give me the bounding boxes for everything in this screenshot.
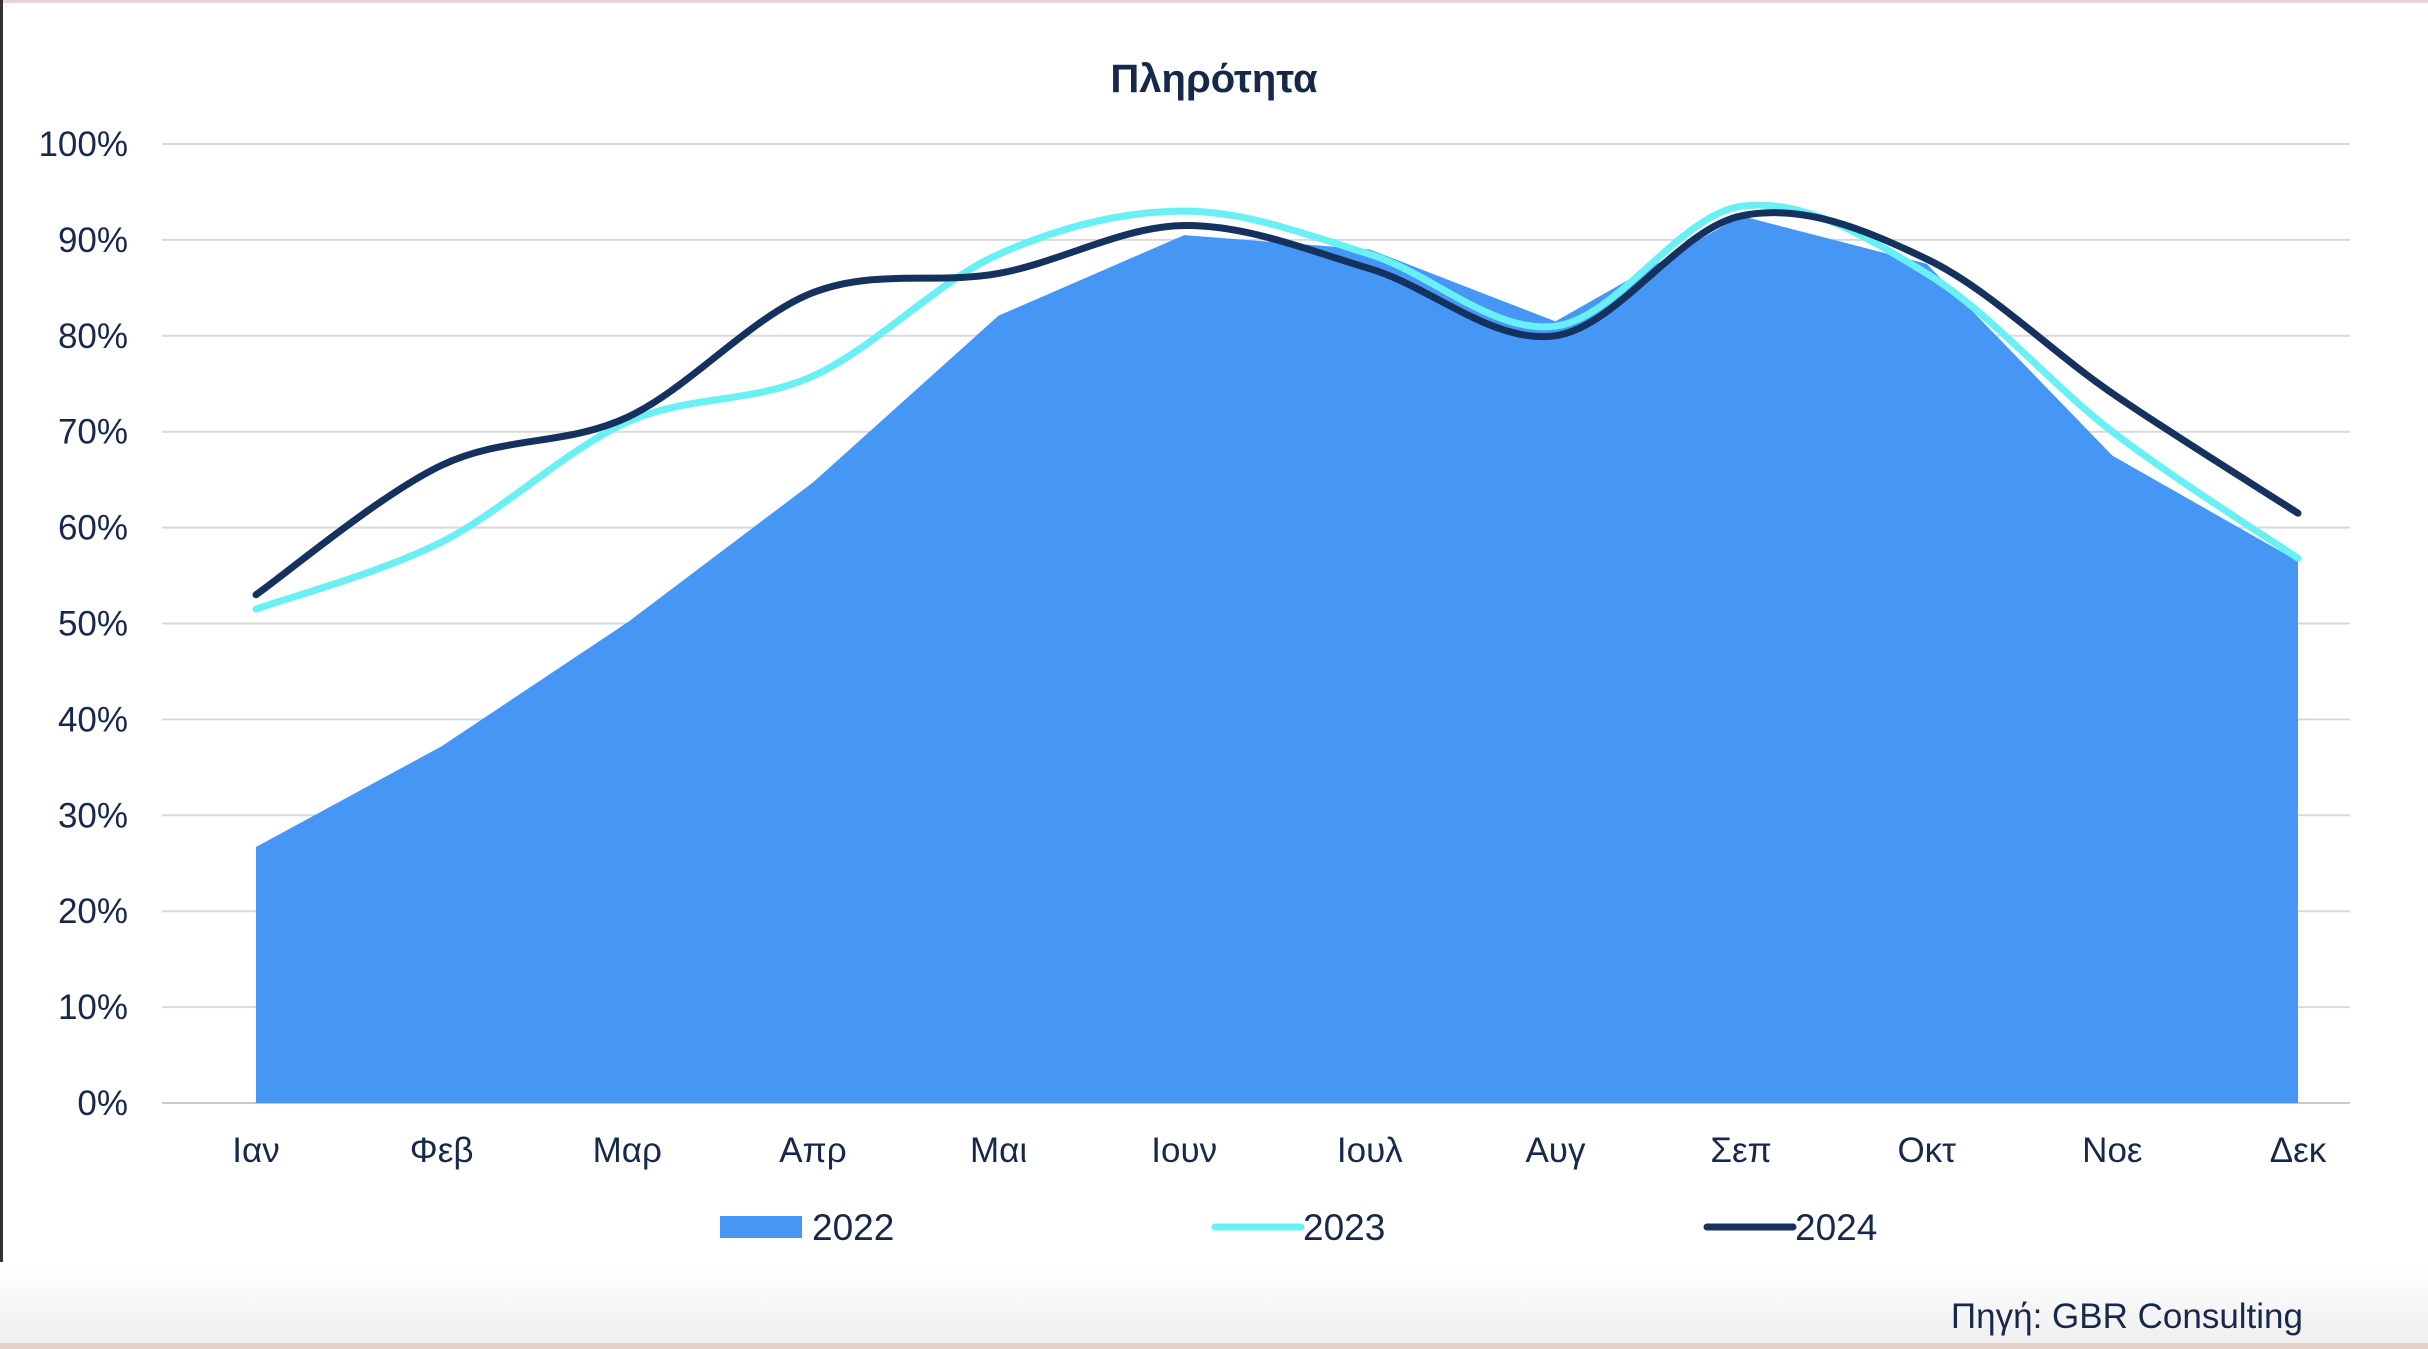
x-tick-label: Φεβ (410, 1131, 474, 1170)
x-tick-label: Δεκ (2270, 1131, 2327, 1170)
legend-swatch-2022 (720, 1216, 802, 1238)
x-tick-label: Οκτ (1897, 1131, 1956, 1170)
x-tick-label: Ιουν (1151, 1131, 1217, 1170)
left-border (0, 0, 3, 1349)
bottom-shade (0, 1262, 2428, 1349)
y-tick-label: 100% (38, 125, 128, 164)
y-tick-label: 80% (58, 317, 128, 356)
y-tick-label: 30% (58, 796, 128, 835)
bottom-border (0, 1343, 2428, 1349)
x-tick-label: Απρ (779, 1131, 846, 1170)
legend-label-2022: 2022 (812, 1207, 894, 1248)
legend-label-2023: 2023 (1303, 1207, 1385, 1248)
x-tick-label: Ιουλ (1337, 1131, 1403, 1170)
legend: 2022 2023 2024 (720, 1207, 1877, 1248)
line-layer (252, 201, 2302, 613)
x-tick-label: Αυγ (1525, 1131, 1585, 1170)
line-series-2023 (252, 201, 2302, 613)
x-tick-label: Μαρ (593, 1131, 662, 1170)
y-tick-label: 10% (58, 988, 128, 1027)
x-tick-label: Σεπ (1710, 1131, 1771, 1170)
x-tick-label: Νοε (2082, 1131, 2142, 1170)
chart-title: Πληρότητα (1110, 57, 1318, 101)
x-axis-ticks: Ιαν Φεβ Μαρ Απρ Μαι Ιουν Ιουλ Αυγ Σεπ Οκτ Νοε Δεκ (232, 1131, 2326, 1170)
y-tick-label: 90% (58, 221, 128, 260)
y-tick-label: 40% (58, 700, 128, 739)
y-tick-label: 0% (77, 1084, 128, 1123)
source-note: Πηγή: GBR Consulting (1950, 1297, 2303, 1336)
y-tick-label: 60% (58, 509, 128, 548)
legend-label-2024: 2024 (1795, 1207, 1877, 1248)
area-layer (256, 215, 2298, 1104)
y-tick-label: 20% (58, 892, 128, 931)
line-series-2024 (252, 209, 2302, 599)
y-axis-ticks: 0% 10% 20% 30% 40% 50% 60% 70% 80% 90% 100% (38, 125, 128, 1123)
area-series-2022 (256, 215, 2298, 1104)
y-tick-label: 50% (58, 605, 128, 644)
x-tick-label: Ιαν (232, 1131, 279, 1170)
x-tick-label: Μαι (970, 1131, 1027, 1170)
top-border (0, 0, 2428, 3)
y-tick-label: 70% (58, 413, 128, 452)
